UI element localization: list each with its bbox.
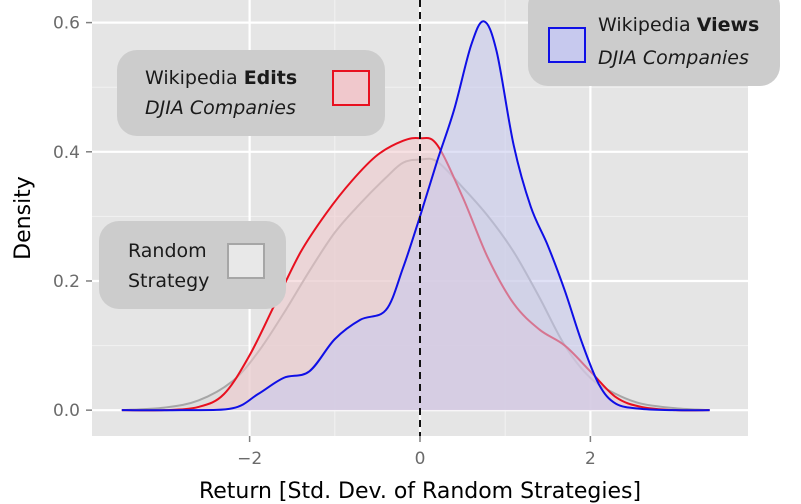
legend-views-swatch [548, 27, 586, 63]
views-density-line [121, 20, 710, 412]
legend-random-line1: Random [128, 240, 207, 262]
x-tick-label: −2 [237, 449, 262, 469]
x-tick-label: 0 [415, 449, 426, 469]
views-density-area [121, 21, 710, 411]
y-tick-label: 0.2 [53, 272, 80, 292]
y-tick-label: 0.4 [53, 143, 80, 163]
legend-edits-bold: Edits [244, 67, 297, 89]
legend-edits-title: Wikipedia Edits [145, 67, 297, 89]
legend-views-bold: Views [697, 14, 760, 36]
legend-views: Wikipedia Views DJIA Companies [528, 0, 780, 86]
legend-views-prefix: Wikipedia [598, 14, 697, 36]
y-tick-label: 0.0 [53, 401, 80, 421]
y-axis-title: Density [11, 176, 36, 260]
legend-random: Random Strategy [99, 221, 286, 309]
legend-views-background [528, 0, 780, 86]
legend-random-line2: Strategy [128, 270, 209, 292]
legend-edits: Wikipedia Edits DJIA Companies [117, 50, 385, 136]
legend-edits-swatch [332, 70, 370, 106]
legend-views-title: Wikipedia Views [598, 14, 759, 36]
legend-random-swatch [227, 243, 265, 279]
legend-edits-prefix: Wikipedia [145, 67, 244, 89]
legend-edits-background [117, 50, 385, 136]
axis-ticks: −2 0 2 0.0 0.2 0.4 0.6 [53, 14, 596, 469]
legend-views-subtitle: DJIA Companies [598, 47, 749, 69]
legend-edits-subtitle: DJIA Companies [145, 97, 296, 119]
x-axis-title: Return [Std. Dev. of Random Strategies] [199, 479, 641, 504]
x-tick-label: 2 [585, 449, 596, 469]
y-tick-label: 0.6 [53, 14, 80, 34]
